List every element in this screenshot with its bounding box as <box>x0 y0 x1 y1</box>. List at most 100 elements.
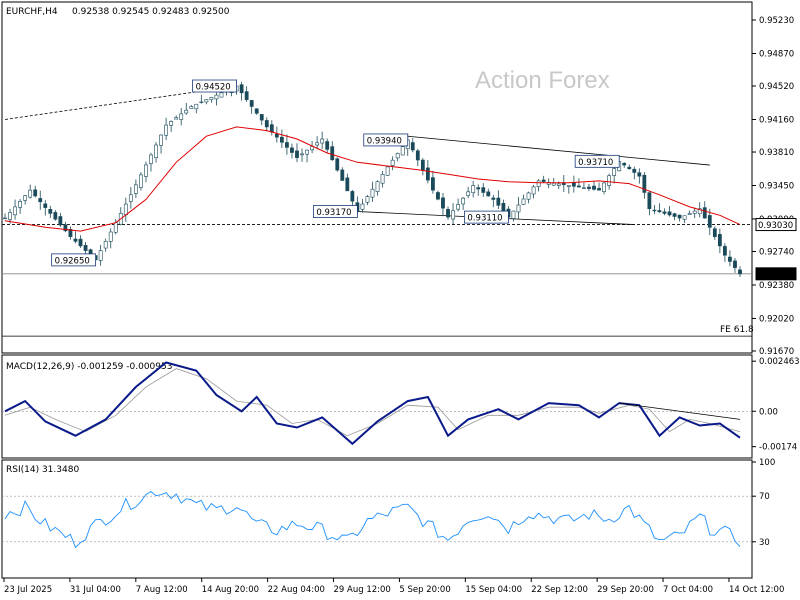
candle <box>169 120 174 132</box>
time-tick-label: 14 Oct 12:00 <box>729 585 784 595</box>
time-tick-label: 31 Jul 04:00 <box>70 585 121 595</box>
candle-body <box>511 210 516 219</box>
candle <box>486 188 491 197</box>
macd-main-line <box>4 361 741 446</box>
candle-body <box>642 174 647 193</box>
candle-body <box>395 153 400 159</box>
candle-body <box>63 224 68 232</box>
candle <box>390 156 395 171</box>
macd-trend-line <box>619 402 741 420</box>
candle-body <box>350 191 355 202</box>
annotation-box <box>192 79 237 93</box>
candle-body <box>602 182 606 192</box>
candle-body <box>692 210 697 214</box>
candle <box>521 194 526 205</box>
candle <box>345 173 350 192</box>
candle <box>682 215 687 224</box>
level-price-tag: 0.93030 <box>755 218 797 232</box>
candle-body <box>672 213 677 217</box>
candle <box>279 129 284 148</box>
candle <box>657 203 662 213</box>
time-tick-label: 15 Sep 04:00 <box>465 585 522 595</box>
candle-body <box>169 121 174 126</box>
candle <box>471 180 476 198</box>
candle-body <box>269 124 274 133</box>
candle <box>728 250 732 267</box>
candle-body <box>446 209 450 218</box>
candle-body <box>622 163 627 166</box>
candle-body <box>476 187 481 190</box>
price-tag-box <box>755 218 797 232</box>
candle-body <box>496 197 501 206</box>
candle-body <box>612 168 617 176</box>
candle <box>712 226 717 240</box>
main-header-ohlc: 0.92538 0.92545 0.92483 0.92500 <box>72 7 230 17</box>
candle <box>133 179 138 199</box>
candle-body <box>425 167 430 181</box>
candle <box>466 186 471 199</box>
candle <box>511 210 516 222</box>
candle <box>380 170 385 188</box>
candle-body <box>189 106 194 109</box>
candle <box>144 161 148 183</box>
candle <box>259 114 264 126</box>
candle <box>446 206 450 220</box>
price-tag-label: 0.93030 <box>758 221 793 231</box>
candle-body <box>385 166 390 176</box>
candle <box>733 258 737 273</box>
macd-header: MACD(12,26,9) -0.001259 -0.000953 <box>6 362 172 372</box>
candle <box>264 117 269 132</box>
candle <box>602 181 606 195</box>
candle-body <box>139 174 143 188</box>
candle-body <box>370 188 375 198</box>
annotation-label: 0.92650 <box>55 256 90 266</box>
time-tick-label: 22 Aug 04:00 <box>268 585 325 595</box>
candle-body <box>647 192 652 210</box>
candle-body <box>58 216 63 226</box>
candle <box>491 194 496 208</box>
price-tick-label: 0.92740 <box>759 248 794 258</box>
candle-body <box>300 153 304 156</box>
candle-body <box>83 245 88 251</box>
candle-body <box>431 177 435 191</box>
candle-body <box>682 215 687 220</box>
candle-body <box>330 146 335 161</box>
time-tick-label: 7 Aug 12:00 <box>136 585 188 595</box>
candle-body <box>325 141 330 150</box>
candle-body <box>436 192 440 200</box>
candle <box>98 244 103 266</box>
time-tick-label: 7 Oct 04:00 <box>663 585 713 595</box>
time-tick-label: 14 Aug 20:00 <box>202 585 259 595</box>
candle-body <box>415 150 420 161</box>
candle <box>431 170 435 194</box>
macd-lines <box>2 361 752 446</box>
candle-body <box>707 215 712 228</box>
candle-body <box>209 97 214 101</box>
rsi-tick-label: 70 <box>759 492 770 502</box>
candle-body <box>717 234 722 247</box>
candle-body <box>315 142 320 146</box>
annotation-label: 0.93110 <box>467 214 502 224</box>
candle-body <box>123 203 128 215</box>
candle <box>622 162 627 168</box>
candle-body <box>23 195 28 201</box>
candle <box>179 107 184 126</box>
candle <box>295 143 299 163</box>
candle <box>410 138 415 153</box>
candle <box>707 208 712 236</box>
candle-body <box>728 256 732 262</box>
candle <box>672 212 677 221</box>
candle <box>320 131 325 150</box>
candle-body <box>592 185 596 190</box>
candle-body <box>128 194 133 202</box>
candle <box>128 187 133 209</box>
price-tag-box <box>755 267 797 281</box>
candle-body <box>702 207 707 219</box>
price-tick-label: 0.94160 <box>759 115 794 125</box>
candle <box>285 134 289 155</box>
candle <box>274 126 279 143</box>
candle <box>73 231 78 244</box>
candle <box>496 190 501 210</box>
candle-body <box>697 208 702 215</box>
